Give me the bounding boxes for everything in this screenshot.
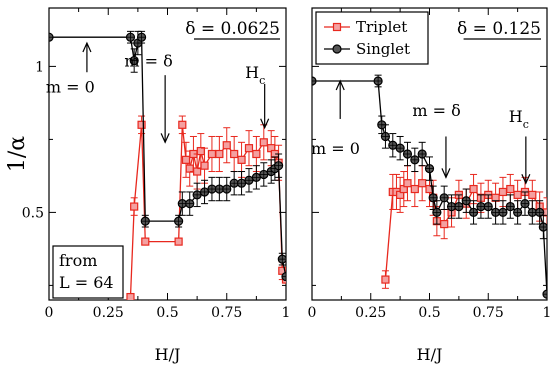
data-point-triplet xyxy=(252,149,261,159)
note-line: L = 64 xyxy=(59,273,114,292)
data-point-triplet xyxy=(130,202,139,211)
series-singlet xyxy=(312,74,547,299)
data-point-triplet xyxy=(181,155,191,164)
annotation-label: m = δ xyxy=(412,101,460,120)
legend-marker-triplet xyxy=(332,22,342,32)
data-point-triplet xyxy=(381,275,390,284)
x-tick-label: 0 xyxy=(308,305,317,321)
data-point-triplet xyxy=(513,190,522,199)
panel-right: 0 0.25 0.5 0.75 1 H/J δ = 0.125 m = 0 m = δ Hc Tri… xyxy=(308,7,551,364)
annotation-label: m = 0 xyxy=(46,78,95,97)
y-tick-label: 1 xyxy=(35,59,44,75)
x-tick-label: 0.5 xyxy=(418,305,440,321)
x-axis-label: H/J xyxy=(155,345,181,364)
data-point-triplet xyxy=(410,184,419,194)
arrow-head xyxy=(82,41,92,53)
data-point-triplet xyxy=(215,149,224,159)
arrow-head xyxy=(521,173,531,185)
x-tick-label: 0.75 xyxy=(473,305,504,321)
annotation-subscript: c xyxy=(259,74,265,87)
data-point-triplet xyxy=(498,187,508,197)
x-tick-label: 0.25 xyxy=(355,305,386,321)
arrow-head xyxy=(441,168,451,179)
data-point-triplet xyxy=(237,155,246,164)
data-point-triplet xyxy=(137,120,146,129)
data-point-triplet xyxy=(528,190,537,199)
series-triplet xyxy=(381,165,547,289)
delta-label: δ = 0.0625 xyxy=(185,19,280,39)
legend-label: Singlet xyxy=(356,40,410,58)
plot-area xyxy=(312,74,547,299)
data-point-triplet xyxy=(259,138,268,147)
annotation-label: m = δ xyxy=(124,51,172,70)
x-tick-label: 0.5 xyxy=(156,305,178,321)
annotation-label: m = 0 xyxy=(311,139,360,158)
data-point-triplet xyxy=(174,237,183,246)
data-point-triplet xyxy=(178,120,187,129)
x-tick-label: 1 xyxy=(543,305,551,321)
annotation-subscript: c xyxy=(523,118,529,131)
legend-label: Triplet xyxy=(356,18,407,36)
panel-left: 0 0.25 0.5 0.75 1 0.5 1 H/J 1/α δ = 0.0625 m = 0 m … xyxy=(5,7,291,364)
series-singlet xyxy=(49,30,286,282)
data-point-triplet xyxy=(230,149,239,159)
arrow-head xyxy=(335,79,345,91)
plot-area xyxy=(49,30,286,300)
data-point-triplet xyxy=(403,179,412,188)
legend-marker-singlet xyxy=(332,44,342,54)
x-tick-label: 1 xyxy=(282,305,291,321)
annotation-label: Hc xyxy=(509,107,529,131)
data-point-triplet xyxy=(126,292,135,300)
x-tick-label: 0.25 xyxy=(93,305,124,321)
x-tick-label: 0 xyxy=(45,305,54,321)
data-point-triplet xyxy=(469,184,478,194)
x-axis-label: H/J xyxy=(417,345,443,364)
arrow-head xyxy=(160,133,170,144)
data-point-triplet xyxy=(244,144,254,153)
data-point-triplet xyxy=(193,167,202,176)
y-tick-label: 0.5 xyxy=(22,205,44,221)
y-axis-label: 1/α xyxy=(5,136,30,172)
data-point-triplet xyxy=(440,219,449,229)
data-point-triplet xyxy=(222,141,231,150)
legend-box xyxy=(315,11,429,65)
data-point-triplet xyxy=(418,179,427,188)
data-point-triplet xyxy=(207,149,217,159)
delta-label: δ = 0.125 xyxy=(457,19,541,39)
series-triplet xyxy=(126,115,286,300)
arrow-head xyxy=(260,118,270,130)
annotation-label: Hc xyxy=(245,63,265,87)
data-point-triplet xyxy=(506,184,515,194)
x-tick-label: 0.75 xyxy=(211,305,242,321)
note-box xyxy=(52,245,124,299)
data-point-triplet xyxy=(200,161,209,170)
data-point-triplet xyxy=(141,237,150,246)
note-line: from xyxy=(59,251,97,270)
